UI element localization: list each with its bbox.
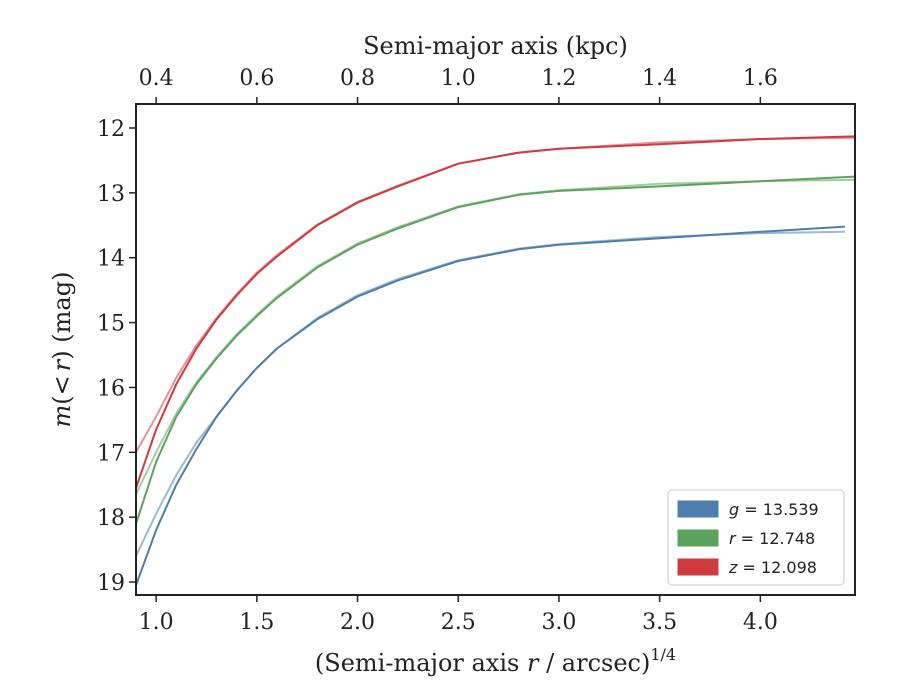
x-bottom-tick-label: 1.0 xyxy=(139,610,174,635)
x-top-tick-label: 1.6 xyxy=(743,66,778,91)
x-bottom-tick-label: 2.0 xyxy=(340,610,375,635)
y-title-var1: m xyxy=(48,405,76,428)
legend-swatch-r xyxy=(677,529,719,547)
legend-label-g: g = 13.539 xyxy=(729,500,819,519)
y-title-op: < xyxy=(48,375,76,395)
x-top-tick-label: 0.8 xyxy=(340,66,375,91)
legend-value: = 12.748 xyxy=(736,529,816,548)
x-axis-top-title: Semi-major axis (kpc) xyxy=(363,32,628,60)
plot-frame xyxy=(135,103,856,596)
legend-value: = 12.098 xyxy=(737,558,817,577)
legend-label-r: r = 12.748 xyxy=(729,529,815,548)
legend-band: z xyxy=(728,558,738,577)
y-tick-label: 15 xyxy=(97,312,125,337)
legend-value: = 13.539 xyxy=(739,500,819,519)
ticks-layer: 1.0 1.5 2.0 2.5 3.0 3.5 4.0 0.4 0.6 0.8 1.0 1.2 1.4 1… xyxy=(97,66,778,635)
x-title-var: r xyxy=(527,649,540,677)
series-line-z-alt xyxy=(136,136,855,453)
x-bottom-tick-label: 1.5 xyxy=(239,610,274,635)
x-top-tick-label: 0.6 xyxy=(239,66,274,91)
x-bottom-tick-label: 3.5 xyxy=(642,610,677,635)
legend-band: r xyxy=(729,529,737,548)
series-layer xyxy=(136,135,855,586)
x-title-prefix: (Semi-major axis xyxy=(315,649,527,677)
y-title-var2: r xyxy=(48,358,76,371)
series-line-r-alt xyxy=(136,178,855,495)
y-title-paren-close: ) xyxy=(48,350,76,359)
x-title-suffix: / arcsec) xyxy=(538,649,650,677)
y-axis-title: m(< r) (mag) xyxy=(48,272,76,428)
y-title-paren-open: ( xyxy=(48,395,76,404)
x-top-tick-label: 1.0 xyxy=(441,66,476,91)
series-line-r xyxy=(136,175,855,525)
y-tick-label: 19 xyxy=(97,571,125,596)
x-top-tick-label: 1.2 xyxy=(541,66,576,91)
legend-swatch-g xyxy=(677,500,719,518)
legend-label-z: z = 12.098 xyxy=(728,558,817,577)
y-tick-label: 12 xyxy=(97,117,125,142)
x-bottom-tick-label: 3.0 xyxy=(541,610,576,635)
x-top-tick-label: 1.4 xyxy=(642,66,677,91)
x-bottom-tick-label: 2.5 xyxy=(441,610,476,635)
y-tick-label: 13 xyxy=(97,182,125,207)
x-bottom-tick-label: 4.0 xyxy=(743,610,778,635)
y-title-unit: (mag) xyxy=(48,272,76,351)
y-tick-label: 16 xyxy=(97,376,125,401)
series-line-z xyxy=(136,135,855,489)
x-axis-bottom-title: (Semi-major axis r / arcsec)1/4 xyxy=(315,645,676,677)
legend-band: g xyxy=(729,500,739,519)
y-tick-label: 14 xyxy=(97,247,125,272)
legend-swatch-z xyxy=(677,558,719,576)
x-title-exponent: 1/4 xyxy=(650,645,676,664)
y-tick-label: 18 xyxy=(97,506,125,531)
y-tick-label: 17 xyxy=(97,441,125,466)
series-line-g xyxy=(136,225,845,586)
x-top-tick-label: 0.4 xyxy=(139,66,174,91)
